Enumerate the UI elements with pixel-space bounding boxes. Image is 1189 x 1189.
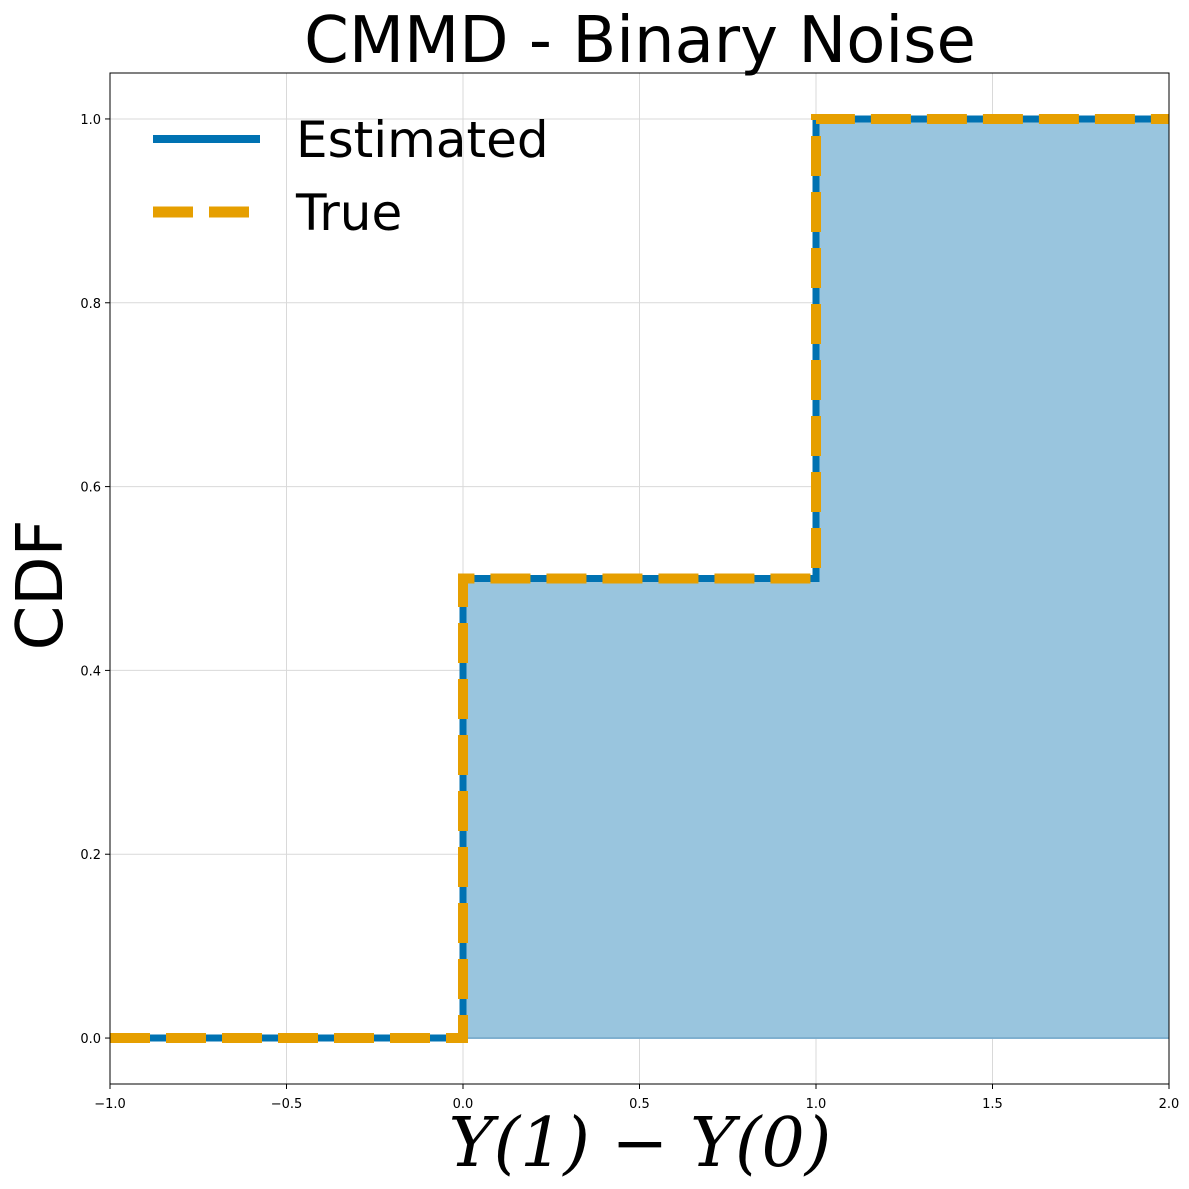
legend-label-true: True — [295, 184, 402, 242]
legend: Estimated True — [153, 111, 549, 242]
x-tick-label: 1.0 — [806, 1097, 827, 1112]
y-tick-label: 1.0 — [80, 113, 101, 128]
y-tick-label: 0.8 — [80, 297, 101, 312]
x-tick-label: −1.0 — [94, 1097, 126, 1112]
x-axis-ticks: −1.0 −0.5 0.0 0.5 1.0 1.5 2.0 — [94, 1084, 1179, 1112]
legend-label-estimated: Estimated — [296, 111, 549, 169]
series-line-true — [110, 113, 1169, 1044]
x-tick-label: 0.0 — [453, 1097, 474, 1112]
y-tick-label: 0.2 — [80, 848, 101, 863]
x-tick-label: 1.5 — [982, 1097, 1003, 1112]
x-tick-label: 2.0 — [1159, 1097, 1180, 1112]
y-tick-label: 0.0 — [80, 1032, 101, 1047]
x-axis-label: Y(1) − Y(0) — [449, 1104, 832, 1183]
y-tick-label: 0.4 — [80, 664, 101, 679]
y-tick-label: 0.6 — [80, 481, 101, 496]
chart-title: CMMD - Binary Noise — [304, 4, 976, 78]
x-tick-label: 0.5 — [629, 1097, 650, 1112]
x-tick-label: −0.5 — [271, 1097, 303, 1112]
y-axis-ticks: 0.0 0.2 0.4 0.6 0.8 1.0 — [80, 113, 110, 1047]
y-axis-label: CDF — [4, 520, 78, 651]
series-layer — [110, 113, 1169, 1044]
